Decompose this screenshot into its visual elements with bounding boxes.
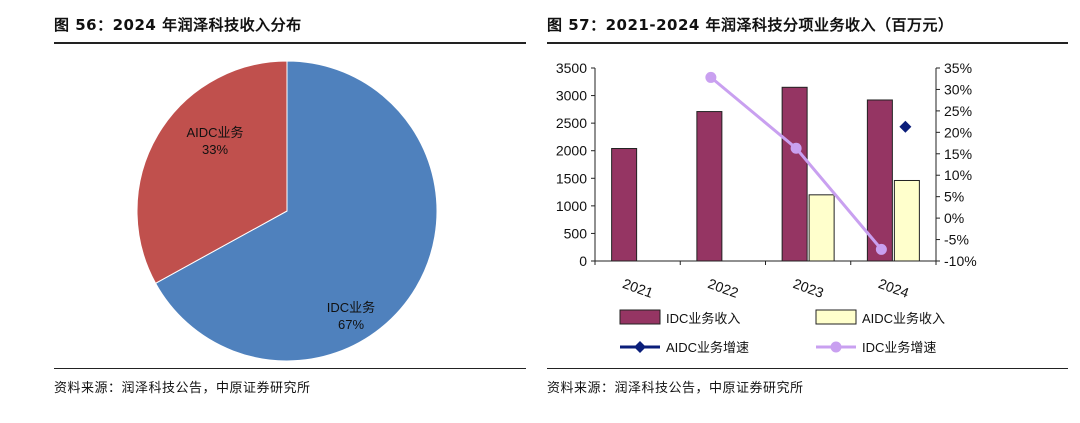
legend-swatch-idc-revenue [619,309,661,325]
idc-revenue-bar [781,86,808,262]
left-title-rule [54,42,526,44]
left-y-tick-label: 0 [579,253,587,269]
right-y-tick-label: 20% [944,124,972,140]
left-y-tick-label: 3500 [556,60,587,76]
legend-label: IDC业务增速 [862,340,936,355]
right-y-tick-label: 25% [944,103,972,119]
idc-growth-point [790,142,802,154]
right-y-tick-label: 30% [944,81,972,97]
pie-label-idc: IDC业务 [327,300,375,315]
pie-value-aidc: 33% [202,142,228,157]
legend-marker-idc-growth [830,341,842,353]
left-source-note: 资料来源：润泽科技公告，中原证券研究所 [54,381,311,396]
aidc-revenue-bar [808,194,835,262]
left-y-tick-label: 2000 [556,143,587,159]
idc-growth-point [705,71,717,83]
idc-revenue-bar [696,111,723,262]
pie-slice-idc [154,60,438,362]
left-source-rule [54,368,526,369]
x-category-label: 2021 [621,275,656,301]
x-category-label: 2024 [876,275,911,301]
pie-value-idc: 67% [338,317,364,332]
segment-revenue-combo-chart: 0 500 1000 1500 2000 2500 3000 3500 -10% -5% 0% 5% 1… [556,60,977,355]
left-y-tick-label: 1000 [556,198,587,214]
idc-revenue-bar [611,148,638,262]
right-y-tick-label: -10% [944,253,977,269]
legend-label: AIDC业务收入 [862,311,945,326]
left-y-tick-label: 2500 [556,115,587,131]
right-y-tick-label: 5% [944,189,964,205]
idc-revenue-bar [866,99,893,262]
right-source-note: 资料来源：润泽科技公告，中原证券研究所 [547,381,804,396]
right-title-rule [547,42,1068,44]
right-figure-title: 图 57：2021-2024 年润泽科技分项业务收入（百万元） [547,16,954,34]
pie-label-aidc: AIDC业务 [186,125,243,140]
right-y-tick-label: -5% [944,232,969,248]
x-category-label: 2023 [791,275,826,301]
legend-label: AIDC业务增速 [666,340,749,355]
legend-label: IDC业务收入 [666,311,740,326]
legend-marker-aidc-growth [634,341,646,353]
right-source-rule [547,368,1068,369]
right-y-tick-label: 15% [944,146,972,162]
aidc-growth-point [899,120,912,133]
right-y-tick-label: 35% [944,60,972,76]
left-y-tick-label: 1500 [556,170,587,186]
right-figure-panel: 图 57：2021-2024 年润泽科技分项业务收入（百万元） 0 500 1000… [540,0,1080,423]
pie-slice-aidc [136,60,288,284]
x-category-label: 2022 [706,275,741,301]
aidc-revenue-bar [893,179,920,262]
idc-growth-point [875,243,887,255]
legend-swatch-aidc-revenue [815,309,857,325]
revenue-distribution-pie-chart: IDC业务 67% AIDC业务 33% [136,60,438,362]
right-y-tick-label: 0% [944,210,964,226]
right-y-tick-label: 10% [944,167,972,183]
left-y-tick-label: 500 [564,225,588,241]
left-y-tick-label: 3000 [556,88,587,104]
left-figure-panel: 图 56：2024 年润泽科技收入分布 IDC业务 67% AIDC业务 33% 资料… [54,16,526,396]
left-figure-title: 图 56：2024 年润泽科技收入分布 [54,16,302,34]
